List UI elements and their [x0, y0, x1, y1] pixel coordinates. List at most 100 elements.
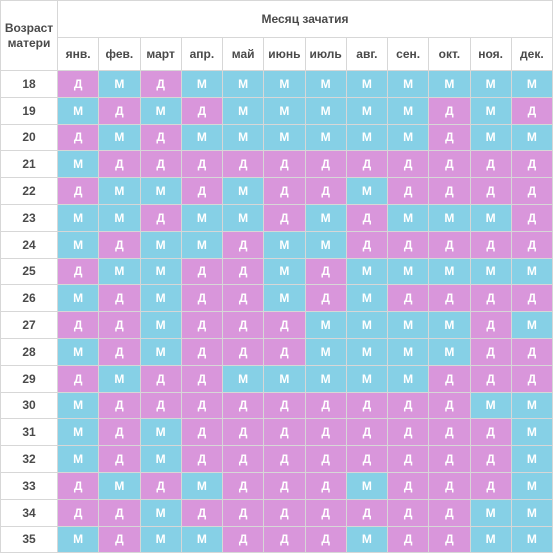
month-header: март — [139, 37, 182, 71]
gender-cell: М — [345, 364, 389, 393]
gender-cell: Д — [469, 230, 512, 259]
gender-cell: Д — [98, 337, 141, 366]
mother-age-cell: 35 — [0, 525, 58, 553]
gender-cell: Д — [386, 284, 430, 313]
gender-cell: М — [98, 364, 141, 393]
gender-cell: М — [180, 70, 224, 98]
table-row: 25 Д М М Д Д М Д М М М М М — [0, 257, 554, 286]
gender-cell: М — [98, 70, 141, 98]
gender-cell: М — [139, 337, 182, 366]
gender-cell: М — [304, 364, 347, 393]
gender-cell: М — [139, 257, 182, 286]
month-header: фев. — [98, 37, 141, 71]
gender-cell: М — [510, 123, 554, 152]
gender-cell: Д — [469, 284, 512, 313]
month-header: май — [221, 37, 265, 71]
gender-cell: М — [386, 311, 430, 339]
gender-cell: М — [428, 337, 471, 366]
gender-cell: М — [304, 70, 347, 98]
gender-cell: М — [98, 123, 141, 152]
gender-cell: М — [345, 177, 389, 205]
month-header: июнь — [263, 37, 306, 71]
mother-age-cell: 28 — [0, 337, 58, 366]
mother-age-cell: 31 — [0, 418, 58, 447]
table-row: 30 М Д Д Д Д Д Д Д Д Д М М — [0, 391, 554, 420]
table-row: 26 М Д М Д Д М Д М Д Д Д Д — [0, 284, 554, 313]
gender-cell: Д — [56, 177, 100, 205]
table-row: 35 М Д М М Д Д Д М Д Д М М — [0, 525, 554, 553]
mother-age-cell: 21 — [0, 150, 58, 179]
gender-cell: М — [139, 284, 182, 313]
gender-cell: Д — [263, 445, 306, 473]
gender-cell: М — [56, 445, 100, 473]
gender-cell: Д — [510, 284, 554, 313]
gender-cell: М — [386, 123, 430, 152]
gender-cell: Д — [345, 445, 389, 473]
month-header: апр. — [180, 37, 224, 71]
gender-cell: М — [510, 257, 554, 286]
gender-cell: Д — [345, 203, 389, 232]
gender-cell: М — [304, 203, 347, 232]
gender-cell: Д — [345, 498, 389, 527]
gender-cell: Д — [304, 257, 347, 286]
gender-cell: Д — [263, 177, 306, 205]
gender-cell: Д — [304, 445, 347, 473]
gender-cell: М — [180, 203, 224, 232]
gender-cell: Д — [304, 284, 347, 313]
gender-cell: М — [469, 498, 512, 527]
gender-cell: Д — [510, 150, 554, 179]
gender-cell: М — [98, 203, 141, 232]
gender-cell: М — [98, 257, 141, 286]
table-row: 24 М Д М М Д М М Д Д Д Д Д — [0, 230, 554, 259]
gender-cell: Д — [56, 123, 100, 152]
gender-cell: М — [469, 525, 512, 553]
gender-cell: Д — [263, 418, 306, 447]
gender-cell: М — [56, 96, 100, 125]
gender-cell: М — [56, 230, 100, 259]
gender-cell: Д — [428, 471, 471, 500]
gender-cell: М — [386, 337, 430, 366]
gender-cell: Д — [180, 257, 224, 286]
gender-cell: М — [428, 257, 471, 286]
gender-cell: М — [139, 177, 182, 205]
gender-cell: М — [469, 70, 512, 98]
gender-cell: Д — [180, 337, 224, 366]
gender-cell: М — [180, 123, 224, 152]
gender-cell: Д — [469, 471, 512, 500]
gender-cell: М — [345, 257, 389, 286]
mother-age-cell: 20 — [0, 123, 58, 152]
table-row: 18 Д М Д М М М М М М М М М — [0, 70, 554, 98]
gender-cell: М — [263, 230, 306, 259]
gender-cell: М — [263, 284, 306, 313]
age-column-header: Возраст матери — [0, 0, 58, 71]
gender-cell: М — [304, 96, 347, 125]
mother-age-cell: 25 — [0, 257, 58, 286]
gender-cell: М — [386, 257, 430, 286]
gender-cell: М — [139, 418, 182, 447]
gender-cell: М — [345, 284, 389, 313]
gender-cell: Д — [304, 418, 347, 447]
gender-cell: Д — [263, 337, 306, 366]
gender-cell: М — [56, 337, 100, 366]
gender-cell: Д — [263, 203, 306, 232]
gender-cell: Д — [139, 471, 182, 500]
gender-cell: М — [304, 311, 347, 339]
mother-age-cell: 32 — [0, 445, 58, 473]
gender-cell: М — [428, 311, 471, 339]
gender-cell: Д — [180, 96, 224, 125]
gender-cell: Д — [263, 150, 306, 179]
table-row: 19 М Д М Д М М М М М Д М Д — [0, 96, 554, 125]
gender-cell: Д — [56, 471, 100, 500]
gender-cell: Д — [263, 471, 306, 500]
gender-cell: М — [510, 418, 554, 447]
gender-cell: М — [180, 525, 224, 553]
gender-cell: М — [510, 70, 554, 98]
gender-cell: М — [56, 284, 100, 313]
table-row: 31 М Д М Д Д Д Д Д Д Д Д М — [0, 418, 554, 447]
gender-cell: М — [345, 525, 389, 553]
month-header: дек. — [510, 37, 554, 71]
gender-cell: М — [345, 337, 389, 366]
gender-cell: Д — [180, 498, 224, 527]
gender-cell: М — [221, 364, 265, 393]
gender-cell: Д — [139, 391, 182, 420]
